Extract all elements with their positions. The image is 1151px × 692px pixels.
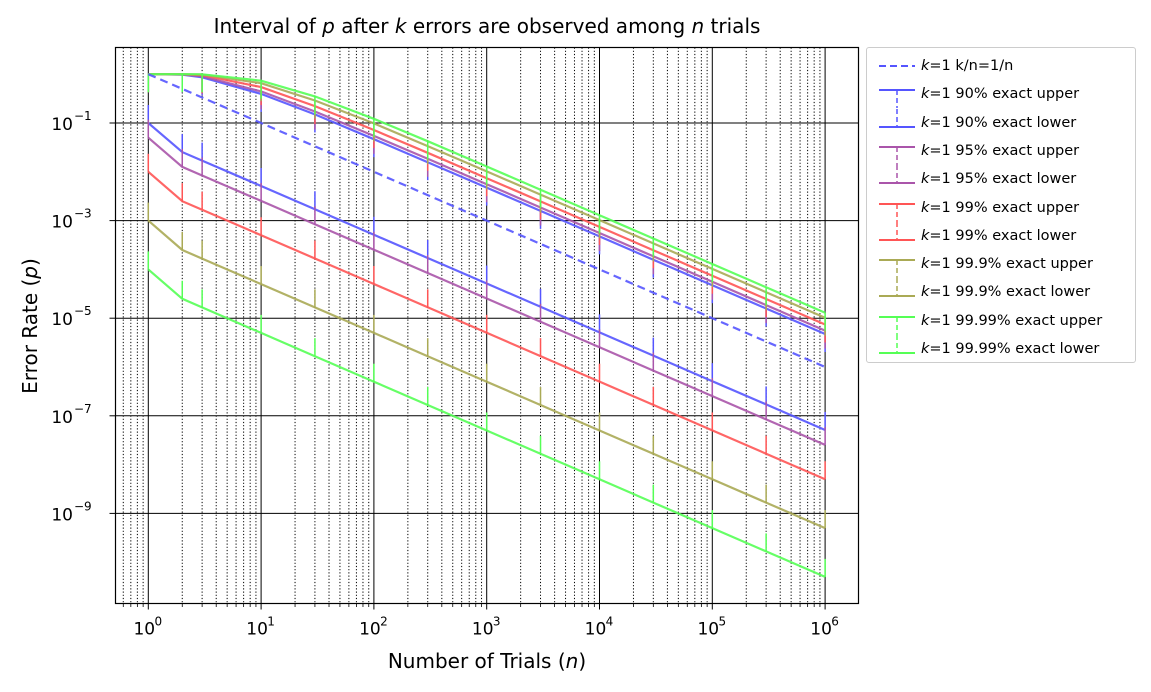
- legend-label: k=1 95% exact lower: [921, 171, 1077, 188]
- svg-text:−7: −7: [74, 402, 92, 416]
- legend-item: k=1 99.9% exact upper: [867, 250, 1135, 279]
- x-tick-label: 10: [810, 620, 832, 640]
- x-axis-label: Number of Trials (n): [387, 649, 587, 673]
- series-line: [148, 73, 826, 326]
- legend-item: k=1 95% exact lower: [867, 165, 1135, 193]
- legend-label: k=1 99.99% exact lower: [921, 341, 1100, 357]
- legend-label: k=1 95% exact upper: [921, 142, 1080, 159]
- x-tick-label: 10: [585, 620, 607, 640]
- legend-swatch-icon: [879, 65, 915, 67]
- series-line: [147, 268, 826, 578]
- legend-swatch-icon: [879, 335, 915, 354]
- svg-text:6: 6: [831, 615, 839, 629]
- legend-swatch-icon: [879, 278, 915, 298]
- legend-label: k=1 99% exact lower: [921, 227, 1077, 244]
- legend-item: k=1 99.9% exact lower: [867, 278, 1135, 306]
- legend-label: k=1 90% exact lower: [921, 114, 1077, 131]
- legend-item: k=1 k/n=1/n: [867, 52, 1135, 80]
- x-tick-label: 10: [246, 620, 268, 640]
- legend-item: k=1 99.99% exact lower: [867, 335, 1135, 363]
- svg-text:1: 1: [267, 615, 275, 629]
- series-line: [147, 73, 826, 369]
- legend-item: k=1 99.99% exact upper: [867, 307, 1135, 335]
- legend-label: k=1 99% exact upper: [921, 199, 1080, 216]
- chart-title: Interval of p after k errors are observe…: [213, 14, 761, 38]
- y-tick-label: 10: [51, 115, 73, 135]
- svg-text:4: 4: [606, 615, 614, 629]
- svg-text:−5: −5: [74, 304, 92, 318]
- series-line: [148, 73, 826, 314]
- x-tick-label: 10: [133, 620, 155, 640]
- legend: k=1 k/n=1/n k=1 90% exact upper k=1 90% ex…: [866, 47, 1136, 363]
- legend-label: k=1 99.99% exact upper: [921, 312, 1103, 329]
- x-tick-label: 10: [697, 620, 719, 640]
- legend-item: k=1 95% exact upper: [867, 137, 1135, 165]
- series-line: [147, 219, 826, 530]
- legend-label: k=1 99.9% exact upper: [921, 256, 1093, 273]
- y-axis-label: Error Rate (p): [18, 258, 42, 394]
- svg-text:2: 2: [380, 615, 388, 629]
- series-line: [148, 73, 826, 336]
- series-line: [147, 170, 826, 481]
- legend-label: k=1 90% exact upper: [921, 86, 1080, 103]
- svg-text:0: 0: [154, 615, 162, 629]
- legend-swatch-icon: [879, 89, 915, 109]
- legend-swatch-icon: [879, 221, 915, 241]
- svg-text:−9: −9: [74, 499, 92, 513]
- legend-swatch-icon: [879, 315, 915, 335]
- y-tick-label: 10: [51, 310, 73, 330]
- y-tick-label: 10: [51, 505, 73, 525]
- legend-swatch-icon: [879, 108, 915, 128]
- legend-item: k=1 90% exact upper: [867, 80, 1135, 109]
- legend-item: k=1 99% exact lower: [867, 221, 1135, 250]
- legend-item: k=1 99% exact upper: [867, 194, 1135, 222]
- legend-label: k=1 99.9% exact lower: [921, 284, 1091, 301]
- legend-swatch-icon: [879, 202, 915, 222]
- x-tick-label: 10: [472, 620, 494, 640]
- svg-text:3: 3: [493, 615, 501, 629]
- svg-text:5: 5: [718, 615, 726, 629]
- axis-ticks: 10 0 10 1 10 2 10 3 10 4 10 5 10 610 −110 −310 −510 −710−…: [51, 109, 839, 640]
- x-tick-label: 10: [359, 620, 381, 640]
- series-line: [148, 73, 826, 332]
- y-tick-label: 10: [51, 213, 73, 233]
- legend-swatch-icon: [879, 145, 915, 165]
- series-line: [147, 122, 826, 432]
- svg-text:−3: −3: [74, 207, 92, 221]
- legend-swatch-icon: [879, 259, 915, 279]
- legend-swatch-icon: [879, 165, 915, 185]
- data-series: [147, 73, 826, 578]
- y-tick-label: 10: [51, 408, 73, 428]
- series-line: [147, 136, 826, 446]
- legend-label: k=1 k/n=1/n: [921, 58, 1014, 74]
- svg-text:−1: −1: [74, 109, 92, 123]
- legend-item: k=1 90% exact lower: [867, 108, 1135, 137]
